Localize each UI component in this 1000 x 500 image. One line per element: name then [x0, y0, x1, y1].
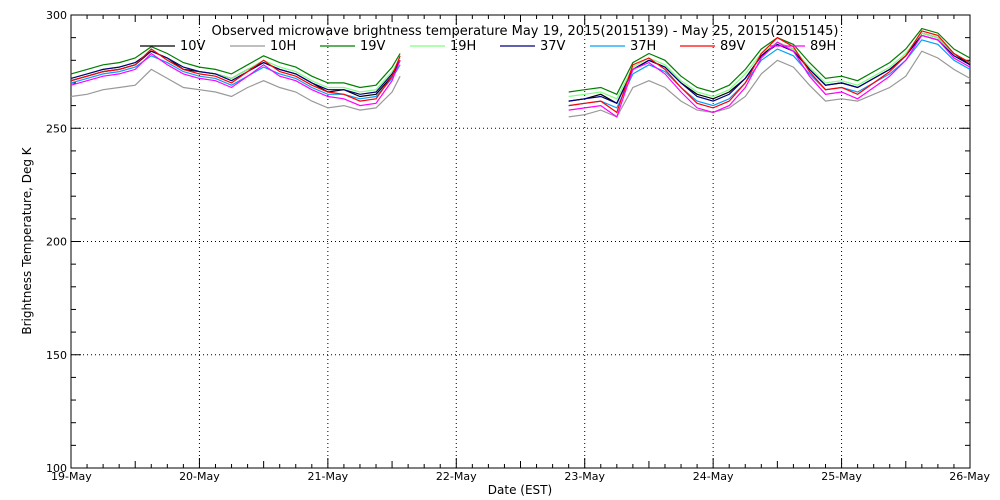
- x-tick-label: 22-May: [436, 470, 477, 483]
- legend-label-10h: 10H: [270, 39, 296, 54]
- chart-title: Observed microwave brightness temperatur…: [212, 24, 839, 39]
- legend-label-10v: 10V: [180, 39, 206, 54]
- legend-label-19v: 19V: [360, 39, 386, 54]
- y-tick-label: 100: [46, 462, 67, 475]
- legend-label-37v: 37V: [540, 39, 566, 54]
- legend-label-19h: 19H: [450, 39, 476, 54]
- x-tick-label: 21-May: [307, 470, 348, 483]
- x-tick-label: 23-May: [564, 470, 605, 483]
- x-tick-label: 20-May: [179, 470, 220, 483]
- plot-area: [70, 14, 971, 469]
- series-line-89v: [70, 30, 971, 114]
- legend-label-89h: 89H: [810, 39, 836, 54]
- x-tick-label: 25-May: [821, 470, 862, 483]
- y-tick-label: 300: [46, 9, 67, 22]
- y-tick-label: 250: [46, 122, 67, 135]
- legend-label-89v: 89V: [720, 39, 746, 54]
- y-tick-label: 150: [46, 349, 67, 362]
- y-axis-title: Brightness Temperature, Deg K: [20, 146, 34, 334]
- series-line-19v: [70, 27, 971, 96]
- y-tick-label: 200: [46, 236, 67, 249]
- x-axis-title: Date (EST): [488, 483, 552, 497]
- x-tick-label: 19-May: [51, 470, 92, 483]
- x-tick-label: 26-May: [949, 470, 990, 483]
- legend: 10V 10H 19V 19H 37V 37H 89V 89H: [140, 39, 836, 54]
- axis-ticks: 100 150 200 250 300 19-May 20-May 21-May 22-May 2…: [46, 9, 990, 483]
- series-lines: [70, 27, 971, 118]
- series-line-10h: [70, 50, 971, 118]
- x-tick-label: 24-May: [693, 470, 734, 483]
- legend-label-37h: 37H: [630, 39, 656, 54]
- series-line-89h: [70, 34, 971, 118]
